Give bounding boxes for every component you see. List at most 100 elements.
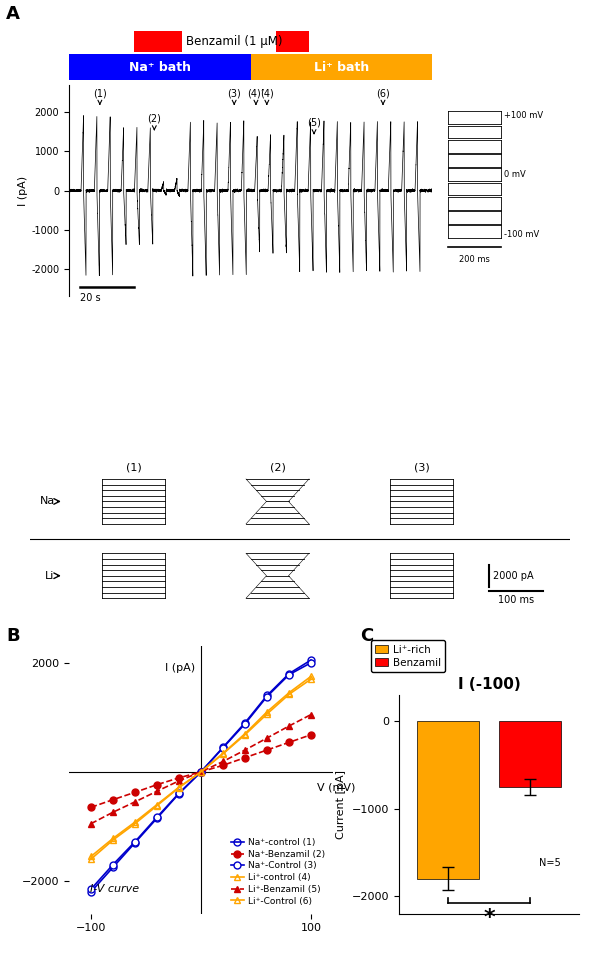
Text: Li: Li [46, 571, 55, 580]
Na⁺-control (1) [263, 690, 271, 702]
Na⁺-Control (3) [263, 691, 271, 703]
Na⁺-Benzamil (2) [109, 794, 116, 806]
Bar [418, 721, 479, 879]
Text: Li⁺ bath: Li⁺ bath [314, 60, 369, 74]
Text: 20 s: 20 s [80, 293, 101, 302]
Li⁺-Control (6) [88, 850, 95, 862]
Li⁺-Benzamil (5) [307, 709, 314, 720]
Line: Na⁺-control (1): Na⁺-control (1) [88, 656, 314, 895]
Li⁺-Control (6) [220, 748, 227, 760]
Na⁺-Control (3) [131, 836, 139, 848]
Na⁺-Benzamil (2) [263, 745, 271, 756]
Na⁺-Control (3) [154, 812, 161, 823]
Na⁺-Benzamil (2) [220, 759, 227, 771]
Text: B: B [6, 627, 20, 645]
Na⁺-control (1) [241, 717, 248, 729]
Li⁺-Benzamil (5) [109, 807, 116, 818]
Line: Na⁺-Benzamil (2): Na⁺-Benzamil (2) [88, 731, 314, 811]
Text: (4)’: (4)’ [248, 88, 265, 104]
Na⁺-Benzamil (2) [286, 737, 293, 748]
Na⁺-control (1) [175, 788, 182, 800]
Text: (4): (4) [260, 88, 274, 104]
Text: +100 mV: +100 mV [504, 111, 543, 120]
Text: C: C [360, 627, 373, 645]
Text: V (mV): V (mV) [317, 782, 355, 793]
Li⁺-Control (6) [307, 674, 314, 685]
Li⁺-control (4) [88, 853, 95, 865]
Li⁺-control (4) [154, 800, 161, 812]
Text: (2): (2) [148, 114, 161, 130]
Na⁺-Benzamil (2) [175, 772, 182, 783]
Text: Na⁺ bath: Na⁺ bath [129, 60, 191, 74]
Na⁺-Benzamil (2) [154, 779, 161, 790]
Na⁺-Control (3) [286, 669, 293, 680]
Text: A: A [6, 5, 20, 23]
Li⁺-control (4) [241, 728, 248, 740]
Li⁺-control (4) [197, 766, 205, 778]
Li⁺-Control (6) [154, 799, 161, 811]
Li⁺-Benzamil (5) [263, 732, 271, 744]
Li⁺-Benzamil (5) [154, 785, 161, 797]
Text: 100 ms: 100 ms [498, 595, 534, 606]
Li⁺-Benzamil (5) [220, 755, 227, 767]
Li⁺-control (4) [131, 817, 139, 829]
Line: Li⁺-Benzamil (5): Li⁺-Benzamil (5) [88, 712, 314, 827]
Li⁺-Benzamil (5) [197, 766, 205, 778]
Li⁺-Control (6) [263, 709, 271, 720]
Li⁺-Benzamil (5) [131, 796, 139, 808]
Title: I (-100): I (-100) [458, 677, 520, 692]
Li⁺-Control (6) [286, 688, 293, 700]
Text: (1): (1) [125, 462, 142, 472]
Na⁺-control (1) [88, 886, 95, 898]
Line: Li⁺-control (4): Li⁺-control (4) [88, 673, 314, 862]
Text: Na: Na [40, 497, 55, 506]
Bar [499, 721, 560, 787]
Legend: Na⁺-control (1), Na⁺-Benzamil (2), Na⁺-Control (3), Li⁺-control (4), Li⁺-Benzami: Na⁺-control (1), Na⁺-Benzamil (2), Na⁺-C… [227, 834, 328, 909]
Text: -100 mV: -100 mV [504, 229, 539, 239]
Na⁺-Benzamil (2) [197, 766, 205, 778]
Text: I (pA): I (pA) [166, 663, 196, 673]
Text: 0 mV: 0 mV [504, 170, 526, 179]
Na⁺-control (1) [307, 654, 314, 666]
Text: (5): (5) [307, 118, 321, 134]
Text: 2000 pA: 2000 pA [493, 571, 534, 580]
Li⁺-control (4) [175, 781, 182, 793]
Text: 200 ms: 200 ms [460, 255, 490, 264]
Li⁺-Control (6) [197, 766, 205, 778]
Li⁺-control (4) [263, 706, 271, 717]
Text: (3): (3) [413, 462, 430, 472]
Na⁺-Benzamil (2) [88, 802, 95, 814]
Na⁺-Benzamil (2) [307, 729, 314, 741]
Li⁺-Control (6) [131, 816, 139, 828]
Na⁺-Control (3) [197, 766, 205, 778]
Text: N=5: N=5 [539, 857, 561, 868]
Text: (1): (1) [93, 88, 107, 104]
Na⁺-Control (3) [88, 884, 95, 895]
Text: Benzamil (1 μM): Benzamil (1 μM) [187, 35, 283, 48]
Na⁺-Control (3) [109, 858, 116, 870]
Na⁺-Control (3) [307, 657, 314, 669]
Na⁺-control (1) [220, 742, 227, 753]
Na⁺-Control (3) [241, 718, 248, 730]
Li⁺-control (4) [109, 834, 116, 846]
Na⁺-Benzamil (2) [131, 786, 139, 798]
Li⁺-Benzamil (5) [241, 745, 248, 756]
Li⁺-Benzamil (5) [88, 817, 95, 829]
Li⁺-control (4) [220, 747, 227, 759]
Na⁺-Control (3) [175, 787, 182, 799]
Na⁺-control (1) [131, 837, 139, 849]
Text: (2): (2) [269, 462, 286, 472]
Li⁺-Control (6) [241, 729, 248, 741]
Li⁺-control (4) [286, 687, 293, 699]
Na⁺-control (1) [154, 813, 161, 824]
Y-axis label: I (pA): I (pA) [19, 176, 28, 205]
Text: *: * [483, 909, 495, 928]
Na⁺-Control (3) [220, 742, 227, 753]
Legend: Li⁺-rich, Benzamil: Li⁺-rich, Benzamil [371, 641, 445, 672]
Text: (6): (6) [376, 88, 390, 104]
Na⁺-control (1) [197, 766, 205, 778]
Text: I-V curve: I-V curve [90, 885, 139, 894]
Na⁺-Benzamil (2) [241, 751, 248, 763]
Li⁺-Control (6) [175, 781, 182, 793]
Li⁺-Control (6) [109, 833, 116, 845]
